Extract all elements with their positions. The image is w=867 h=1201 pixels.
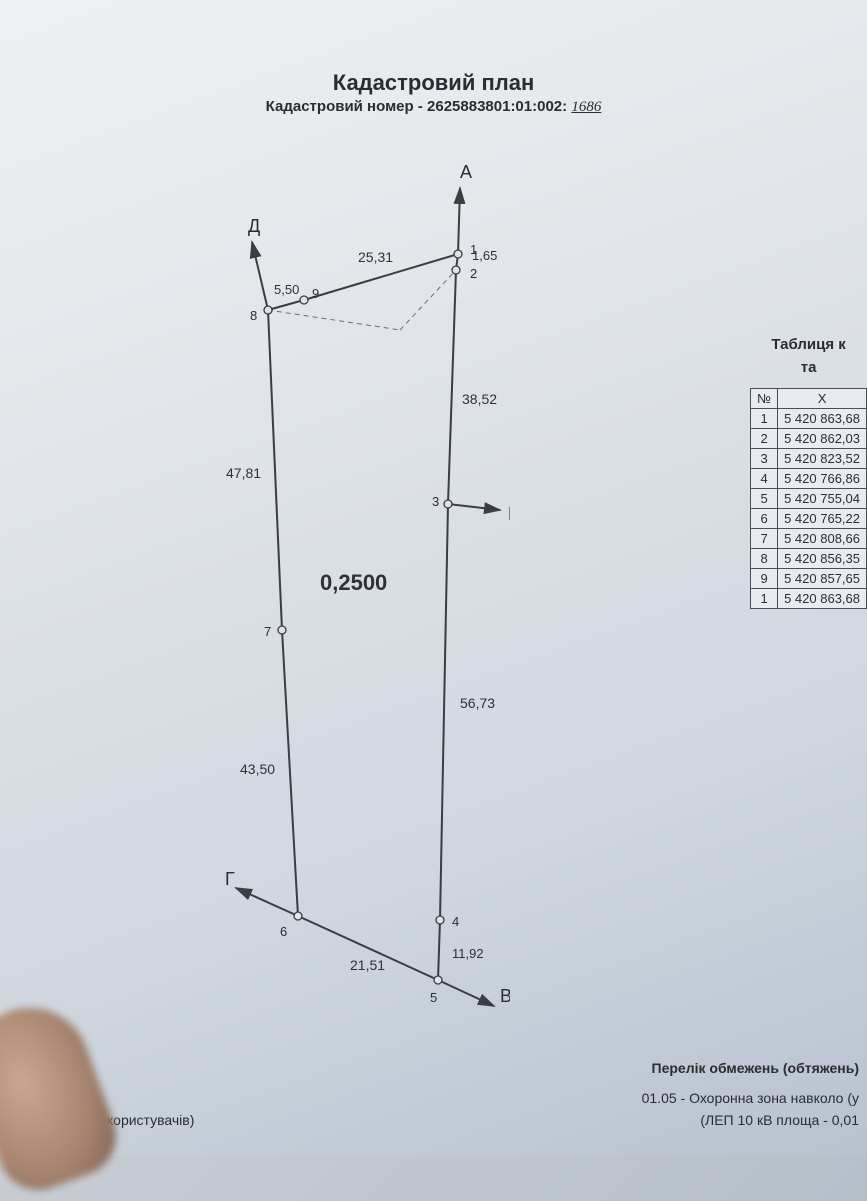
table-row: 15 420 863,68 [751,589,867,609]
coord-table-cell: 5 420 863,68 [778,409,867,429]
table-row: 35 420 823,52 [751,449,867,469]
svg-text:В: В [500,986,510,1006]
coord-table-cell: 8 [751,549,778,569]
table-row: 75 420 808,66 [751,529,867,549]
table-row: 65 420 765,22 [751,509,867,529]
cadastral-number-line: Кадастровий номер - 2625883801:01:002: 1… [0,98,867,116]
coord-table-cell: 5 420 862,03 [778,429,867,449]
coord-table-cell: 3 [751,449,778,469]
svg-text:Д: Д [248,216,260,236]
coord-table-cell: 5 420 765,22 [778,509,867,529]
svg-text:8: 8 [250,308,257,323]
svg-text:2: 2 [470,266,477,281]
coord-table-header: № [751,389,778,409]
coord-table: №X15 420 863,6825 420 862,0335 420 823,5… [750,388,867,609]
cadastral-number-handwritten: 1686 [571,99,601,115]
coord-table-header: X [778,389,867,409]
coord-table-cell: 5 [751,489,778,509]
svg-text:5,50: 5,50 [274,282,299,297]
coord-table-cell: 5 420 808,66 [778,529,867,549]
coord-table-cell: 9 [751,569,778,589]
table-row: 85 420 856,35 [751,549,867,569]
svg-text:43,50: 43,50 [240,761,275,777]
coord-table-block: Таблиця к та №X15 420 863,6825 420 862,0… [750,336,867,609]
coord-table-cell: 2 [751,429,778,449]
coord-table-cell: 1 [751,409,778,429]
svg-text:11,92: 11,92 [452,946,484,961]
table-row: 55 420 755,04 [751,489,867,509]
svg-text:3: 3 [432,494,439,509]
svg-text:4: 4 [452,914,459,929]
coord-table-cell: 6 [751,509,778,529]
coord-table-title-2: та [750,359,867,376]
coord-table-cell: 5 420 857,65 [778,569,867,589]
cadastral-number-prefix: Кадастровий номер - 2625883801:01:002: [266,98,567,115]
coord-table-title-1: Таблиця к [750,336,867,353]
svg-text:Г: Г [225,869,235,889]
document-page: Кадастровий план Кадастровий номер - 262… [0,0,867,1156]
coord-table-cell: 5 420 823,52 [778,449,867,469]
svg-text:5: 5 [430,990,437,1005]
svg-text:7: 7 [264,624,271,639]
table-row: 15 420 863,68 [751,409,867,429]
footer-restrictions-line2: (ЛЕП 10 кВ площа - 0,01 [700,1112,859,1128]
table-row: 45 420 766,86 [751,469,867,489]
footer-restrictions-title: Перелік обмежень (обтяжень) [652,1060,859,1076]
parcel-diagram: 12345678925,311,655,5038,5247,8156,7343,… [170,160,510,1040]
svg-text:47,81: 47,81 [226,465,261,481]
coord-table-cell: 7 [751,529,778,549]
svg-text:1,65: 1,65 [472,248,497,263]
svg-text:38,52: 38,52 [462,391,497,407]
page-title: Кадастровий план [0,70,867,96]
svg-text:9: 9 [312,286,319,301]
coord-table-cell: 4 [751,469,778,489]
table-row: 95 420 857,65 [751,569,867,589]
coord-table-cell: 1 [751,589,778,609]
coord-table-cell: 5 420 766,86 [778,469,867,489]
svg-text:Б: Б [508,504,510,524]
coord-table-cell: 5 420 863,68 [778,589,867,609]
footer-restrictions-line: 01.05 - Охоронна зона навколо (у [642,1090,859,1106]
parcel-area-label: 0,2500 [320,570,387,596]
svg-text:25,31: 25,31 [358,249,393,265]
table-row: 25 420 862,03 [751,429,867,449]
svg-text:6: 6 [280,924,287,939]
svg-text:А: А [460,162,472,182]
coord-table-cell: 5 420 856,35 [778,549,867,569]
svg-text:56,73: 56,73 [460,695,495,711]
coord-table-cell: 5 420 755,04 [778,489,867,509]
svg-text:21,51: 21,51 [350,957,385,973]
finger-photo-artifact [0,991,127,1201]
